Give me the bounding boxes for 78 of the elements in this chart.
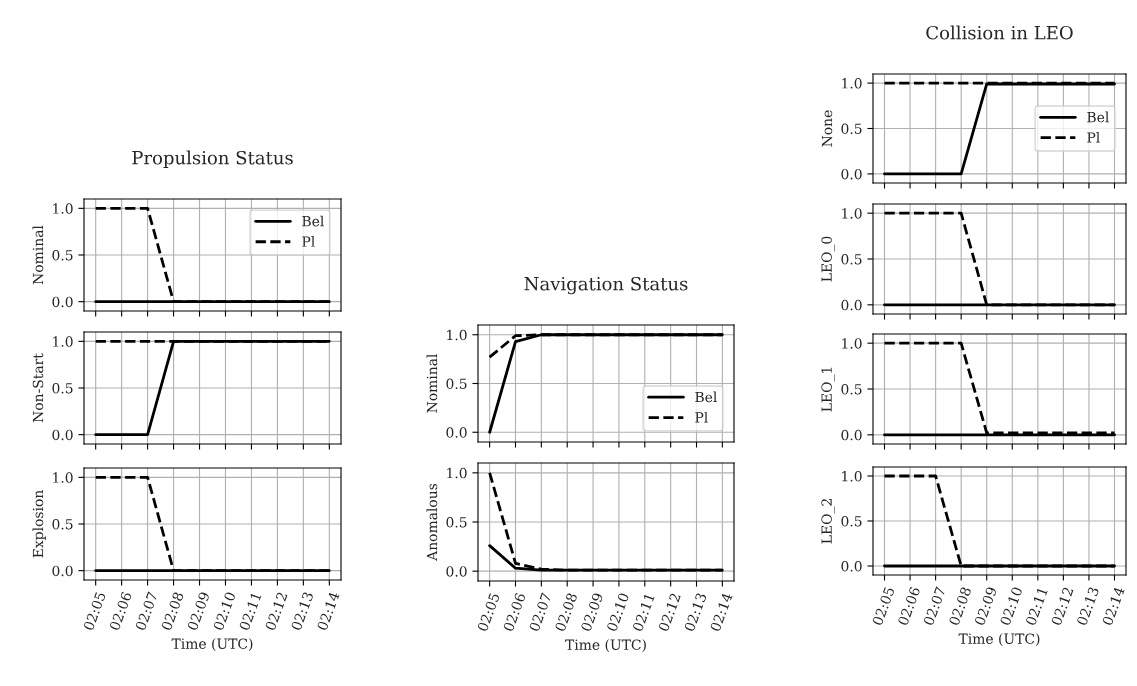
x-tick-label: 02:08: [160, 591, 184, 631]
x-tick-label: 02:13: [683, 592, 707, 632]
x-tick-label: 02:05: [477, 592, 500, 632]
x-axis-title: Time (UTC): [958, 633, 1040, 646]
legend-label: Bel: [1087, 111, 1109, 123]
x-tick-label: 02:11: [632, 593, 655, 632]
y-tick-label: 1.0: [842, 338, 862, 349]
y-axis-title: LEO_0: [821, 236, 835, 282]
x-tick-label: 02:14: [1101, 586, 1125, 626]
y-tick-label: 0.0: [446, 427, 467, 438]
x-tick-label: 02:05: [83, 591, 106, 631]
legend-label: Pl: [695, 411, 708, 423]
x-tick-label: 02:06: [502, 592, 526, 632]
y-tick-label: 0.0: [841, 168, 862, 180]
x-tick-label: 02:10: [606, 592, 630, 632]
y-tick-label: 0.0: [841, 560, 862, 572]
x-tick-label: 02:05: [871, 586, 895, 626]
x-tick-label: 02:12: [264, 591, 288, 631]
x-tick-label: 02:13: [290, 591, 314, 631]
y-tick-label: 0.0: [841, 429, 862, 441]
y-axis-title: Explosion: [32, 490, 46, 558]
y-tick-label: 1.0: [447, 467, 467, 479]
y-tick-label: 1.0: [842, 78, 862, 89]
x-axis-title: Time (UTC): [171, 638, 253, 651]
y-tick-label: 0.5: [446, 378, 467, 389]
y-tick-label: 1.0: [53, 336, 73, 347]
y-tick-label: 0.5: [52, 249, 73, 261]
y-tick-label: 1.0: [842, 208, 862, 219]
y-axis-title: None: [821, 110, 833, 147]
x-tick-label: 02:07: [134, 591, 158, 631]
y-axis-title: Anomalous: [426, 483, 438, 561]
x-tick-label: 02:08: [948, 586, 972, 626]
y-tick-label: 1.0: [53, 472, 73, 483]
x-tick-label: 02:11: [1025, 587, 1048, 626]
y-tick-label: 0.5: [52, 382, 73, 394]
y-tick-label: 0.0: [52, 296, 73, 308]
y-tick-label: 0.5: [841, 123, 862, 134]
x-tick-label: 02:09: [974, 586, 998, 626]
x-tick-label: 02:07: [528, 592, 552, 632]
chart-title: Collision in LEO: [926, 25, 1073, 40]
legend-label: Bel: [302, 215, 324, 227]
x-tick-label: 02:07: [922, 586, 946, 626]
y-axis-title: Nominal: [426, 354, 438, 413]
y-tick-label: 0.0: [52, 429, 73, 441]
x-tick-label: 02:09: [186, 591, 210, 631]
y-tick-label: 0.5: [841, 253, 862, 265]
x-tick-label: 02:09: [580, 592, 604, 632]
y-tick-label: 1.0: [447, 329, 467, 341]
x-tick-label: 02:12: [658, 592, 681, 632]
x-tick-label: 02:12: [1050, 586, 1074, 626]
y-tick-label: 0.5: [446, 516, 467, 528]
y-axis-title: LEO_1: [821, 367, 835, 412]
x-tick-label: 02:10: [999, 586, 1023, 626]
legend-label: Bel: [695, 391, 717, 403]
x-tick-label: 02:10: [212, 591, 236, 631]
y-axis-title: LEO_2: [821, 499, 835, 544]
y-tick-label: 0.0: [52, 565, 73, 577]
y-tick-label: 1.0: [842, 470, 862, 482]
x-tick-label: 02:08: [554, 592, 578, 632]
chart-title: Navigation Status: [524, 276, 688, 295]
chart-title: Propulsion Status: [132, 150, 293, 169]
x-tick-label: 02:11: [238, 592, 262, 631]
y-tick-label: 0.5: [52, 518, 73, 530]
y-tick-label: 1.0: [53, 203, 73, 214]
legend-label: Pl: [1087, 131, 1100, 143]
x-tick-label: 02:13: [1076, 586, 1100, 626]
x-tick-label: 02:06: [897, 586, 921, 626]
y-tick-label: 0.5: [841, 515, 862, 527]
y-tick-label: 0.0: [446, 566, 467, 577]
x-tick-label: 02:14: [709, 592, 733, 632]
y-axis-title: Nominal: [32, 225, 44, 285]
y-axis-title: Non-Start: [32, 353, 44, 423]
y-tick-label: 0.5: [841, 383, 862, 395]
x-tick-label: 02:06: [109, 591, 132, 631]
y-tick-label: 0.0: [841, 299, 862, 311]
x-tick-label: 02:14: [316, 591, 340, 631]
legend-label: Pl: [302, 236, 315, 247]
x-axis-title: Time (UTC): [565, 639, 646, 652]
